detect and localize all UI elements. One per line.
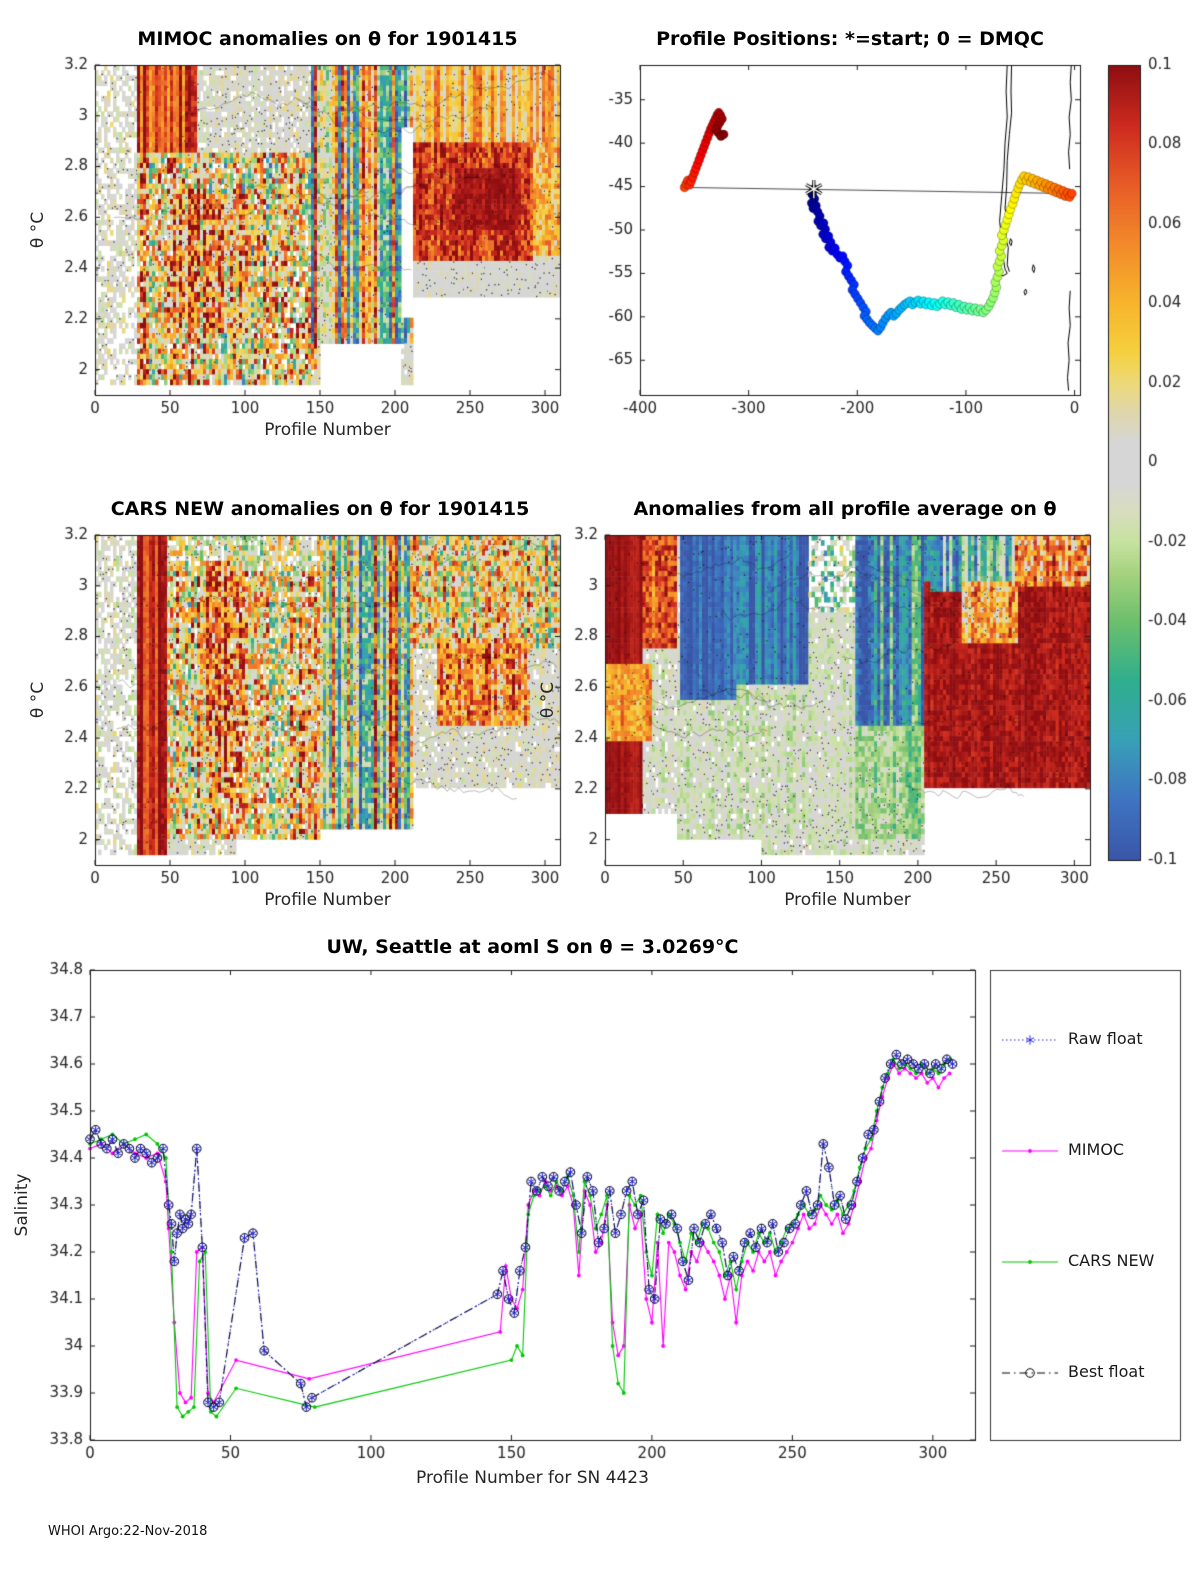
legend-label-mimoc: MIMOC — [1068, 1140, 1125, 1159]
legend-label-raw-float: Raw float — [1068, 1029, 1143, 1048]
cars-title: CARS NEW anomalies on θ for 1901415 — [110, 498, 530, 520]
figure-footer: WHOI Argo:22-Nov-2018 — [48, 1524, 208, 1539]
positions-title: Profile Positions: *=start; 0 = DMQC — [656, 28, 1044, 50]
avg-xlabel: Profile Number — [784, 890, 911, 910]
mimoc-ylabel: θ °C — [28, 211, 48, 249]
cars-ylabel: θ °C — [28, 681, 48, 719]
mimoc-title: MIMOC anomalies on θ for 1901415 — [137, 28, 518, 50]
salinity-xlabel: Profile Number for SN 4423 — [416, 1468, 649, 1488]
avg-ylabel: θ °C — [538, 681, 558, 719]
legend-label-cars-new: CARS NEW — [1068, 1251, 1155, 1270]
avg-title: Anomalies from all profile average on θ — [633, 498, 1057, 520]
legend-label-best-float: Best float — [1068, 1362, 1145, 1381]
salinity-title: UW, Seattle at aoml S on θ = 3.0269°C — [326, 936, 739, 958]
cars-xlabel: Profile Number — [264, 890, 391, 910]
mimoc-xlabel: Profile Number — [264, 420, 391, 440]
salinity-ylabel: Salinity — [12, 1173, 32, 1237]
